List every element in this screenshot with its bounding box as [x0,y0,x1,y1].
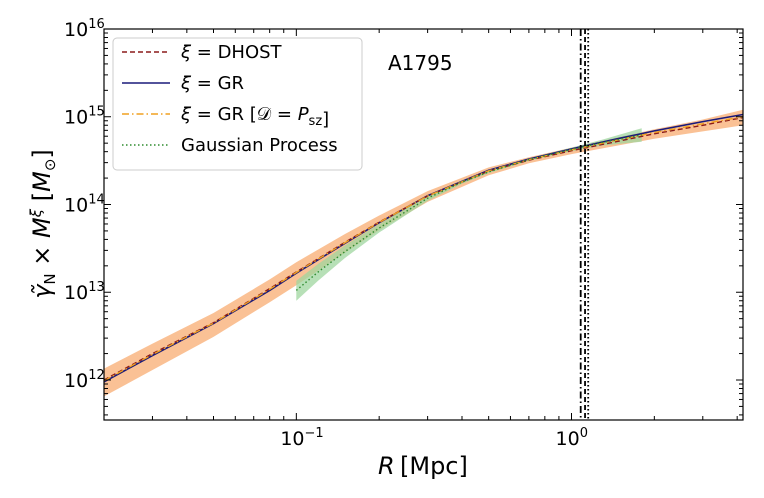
legend: ξ = DHOST ξ = GR ξ = GR [𝒟 = Psz] Gaussian … [112,37,363,171]
legend-frame [112,37,363,171]
axis-ticks [103,28,743,420]
svg-text:[Mpc]: [Mpc] [400,452,468,480]
vertical-lines [579,29,590,420]
legend-label: ξ = GR [180,73,244,94]
y-tick-label: 1012 [64,368,105,392]
chart-annotation: A1795 [388,51,453,75]
y-axis-label: γ̃N × Mξ [M⊙] [27,149,59,299]
x-axis-label: R [Mpc] [378,452,468,480]
svg-text:γ̃N × Mξ [M⊙]: γ̃N × Mξ [M⊙] [27,149,59,299]
legend-label: Gaussian Process [181,135,338,156]
legend-label: ξ = DHOST [180,42,283,63]
x-tick-label: 100 [556,426,588,450]
axis-tick-labels: 10−1 100 1012 1013 1014 1015 1016 [64,17,588,450]
series-lines [104,113,743,383]
y-tick-label: 1013 [64,280,105,304]
plot-frame [103,28,744,421]
legend-label: ξ = GR [𝒟 = Psz] [180,104,329,130]
x-tick-label: 10−1 [280,426,323,450]
series-line-2 [104,116,743,382]
svg-text:R: R [378,452,395,480]
y-tick-label: 1016 [64,17,105,41]
y-tick-label: 1014 [64,192,105,216]
y-tick-label: 1015 [64,105,105,129]
